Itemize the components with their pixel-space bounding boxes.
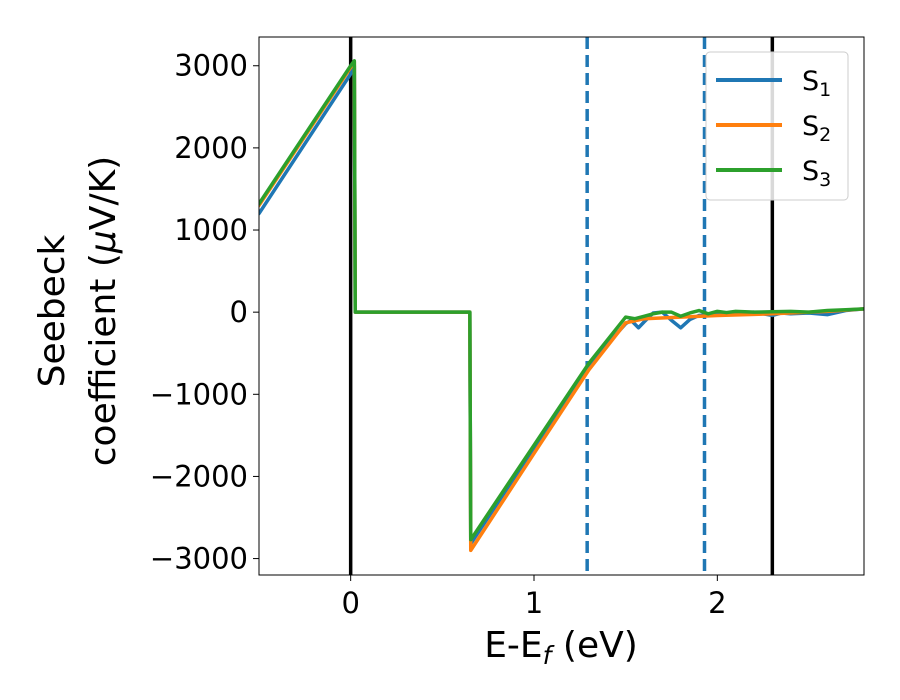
legend-label-1: S1 <box>802 66 831 101</box>
y-axis-ticks: 3000 2000 1000 0 −1000 −2000 −3000 <box>150 49 259 576</box>
y-tick-label-5: −2000 <box>150 459 248 493</box>
y-tick-label-3: 0 <box>230 295 248 329</box>
y-axis-label-prefix: coefficient ( <box>83 253 124 466</box>
x-axis-label-main: E-E <box>484 625 542 666</box>
y-axis-label-unit: V/K) <box>83 156 124 230</box>
x-axis-label: E-Ef (eV) <box>484 625 638 670</box>
plot-frame <box>258 36 865 576</box>
series-line-3 <box>259 59 864 542</box>
series-lines <box>259 59 864 553</box>
x-tick-label-0: 0 <box>341 586 359 620</box>
x-axis-label-suffix: (eV) <box>551 625 637 666</box>
y-tick-label-1: 2000 <box>174 131 248 165</box>
legend-label-2: S2 <box>802 111 831 146</box>
y-tick-label-0: 3000 <box>174 49 248 83</box>
y-tick-label-6: −3000 <box>150 542 248 576</box>
y-tick-label-4: −1000 <box>150 377 248 411</box>
legend-label-3: S3 <box>802 156 831 191</box>
y-tick-label-2: 1000 <box>174 213 248 247</box>
y-axis-label-mu: μ <box>83 230 124 254</box>
legend: S1 S2 S3 <box>705 51 849 201</box>
y-axis-label-line1: Seebeck <box>32 234 73 387</box>
x-axis-ticks: 0 1 2 <box>341 575 727 620</box>
x-tick-label-1: 1 <box>525 586 543 620</box>
x-tick-label-2: 2 <box>708 586 726 620</box>
y-axis-label-line2: coefficient (μV/K) <box>83 156 124 466</box>
y-axis-label: Seebeck coefficient (μV/K) <box>32 156 124 466</box>
